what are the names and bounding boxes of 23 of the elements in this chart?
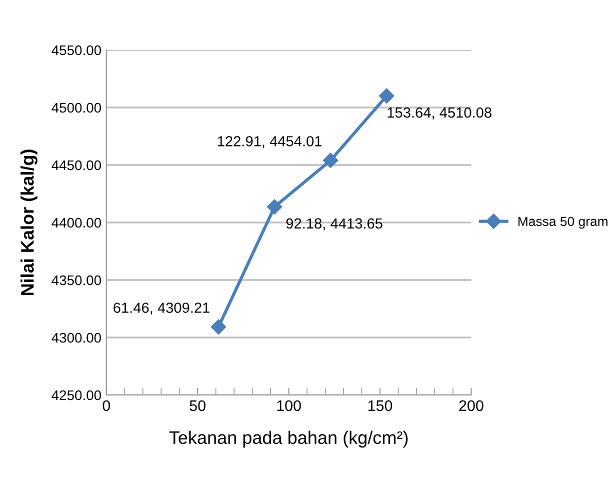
annotation: 92.18, 4413.65 [286, 218, 382, 230]
y-tick-label: 4500.00 [52, 102, 101, 113]
y-tick-label: 4400.00 [52, 218, 101, 228]
x-axis-title: Tekanan pada bahan (kg/cm²) [169, 430, 408, 448]
point [379, 88, 394, 104]
y-tick-label: 4350.00 [52, 275, 101, 286]
annotation: 122.91, 4454.01 [218, 136, 322, 148]
annotation: 153.64, 4510.08 [388, 107, 492, 120]
y-tick-label: 4300.00 [52, 332, 101, 343]
x-tick-label: 200 [459, 400, 484, 412]
y-tick-label: 4450.00 [52, 160, 101, 170]
y-tick-label: 4550.00 [52, 45, 101, 56]
point [210, 319, 226, 334]
y-tick-label: 4250.00 [52, 390, 101, 400]
point [266, 199, 282, 214]
x-tick-label: 150 [368, 400, 392, 412]
annotation: 61.46, 4309.21 [114, 302, 210, 315]
legend-label: Massa 50 gram [518, 216, 608, 229]
point [323, 152, 338, 168]
y-axis-title: Nilai Kalor (kal/g) [20, 150, 38, 296]
x-tick-label: 100 [277, 400, 301, 412]
x-tick-label: 0 [102, 400, 110, 412]
x-tick-label: 50 [190, 400, 206, 412]
